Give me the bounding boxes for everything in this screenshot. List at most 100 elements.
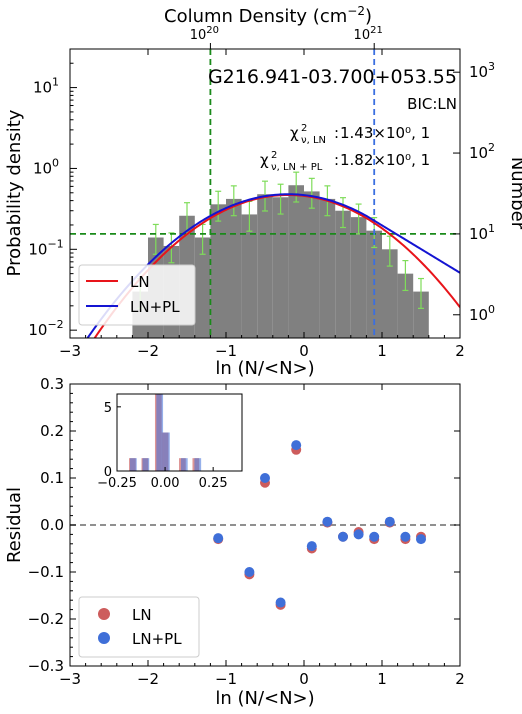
bottom-legend: LN LN+PL [78,596,200,658]
chi-ln-value: 1.43×10⁰, 1 [340,124,430,142]
inset-lnpl-bar [156,394,164,471]
lnpl-residual-point [384,516,395,527]
chi-lnpl-subscript: ν, LN + PL [271,162,323,173]
y-tick-label: 100 [33,156,59,177]
x-tick-label: 0 [299,342,309,360]
x-tick-label: −3 [59,670,81,688]
svg-text:χ: χ [260,151,269,169]
x-tick-label: −2 [137,670,159,688]
chi-ln-annotation: χ 2 ν, LN : 1.43×10⁰, 1 [290,123,430,146]
histogram-bar [241,214,258,338]
bottom-axes: −3 −2 −1 0 1 2 −0.3 −0.2 −0.1 0.0 0.1 0.2 0.3 [28,375,465,688]
x-tick-label: 1 [377,670,387,688]
x-tick-label: −3 [59,342,81,360]
y-right-tick-label: 100 [469,303,495,324]
y-tick-label: 10−1 [28,237,63,258]
inset-x-tick-label: −0.25 [97,476,137,491]
lnpl-residual-point [369,531,380,542]
top-panel: −3 −2 −1 0 1 2 1020 1021 10−2 10−1 100 101 100 101 102… [4,4,522,379]
inset-y-tick-label: 0 [104,465,112,480]
legend-lnpl-label: LN+PL [130,298,180,316]
bic-label: BIC:LN [407,95,457,113]
x-tick-label: 1 [377,342,387,360]
lnpl-residual-point [338,531,348,542]
top-legend: LN LN+PL [78,264,196,326]
top-ylabel: Probability density [4,109,25,276]
histogram-bar [272,197,289,338]
lnpl-residual-point [291,440,302,451]
y-right-tick-label: 101 [469,222,495,243]
x-tick-label: 2 [455,670,465,688]
histogram-bar [413,291,429,338]
svg-text:χ: χ [290,124,299,142]
histogram-bar [226,198,242,338]
column-density-sup: −2 [347,4,365,18]
lnpl-residual-point [416,534,426,545]
lnpl-residual-point [353,529,364,540]
histogram-bar [319,198,336,338]
histogram-bar [382,249,398,338]
svg-text::: : [334,124,339,142]
x-tick-label: −2 [137,342,159,360]
svg-text::: : [334,151,339,169]
lnpl-residual-point [322,516,333,527]
legend-ln-marker [98,608,110,620]
bottom-plot-area [70,440,460,610]
y-tick-label: 0.2 [40,422,64,440]
lnpl-residual-point [275,597,286,608]
lnpl-residual-point [306,541,317,552]
lnpl-residual-point [400,531,411,542]
histogram-bar [335,210,351,338]
top-axis-tick-label: 1021 [354,25,383,43]
column-density-close: ) [365,6,372,27]
top-xlabel: ln (N/<N>) [215,358,314,379]
y-tick-label: 10−2 [28,318,63,339]
lnpl-residual-point [244,567,255,577]
histogram-bar [350,217,367,338]
column-density-label: Column Density (cm [164,6,347,27]
histogram-bar [288,185,304,338]
y-tick-label: 101 [33,76,59,97]
y-tick-label: −0.2 [28,610,64,628]
y-tick-label: −0.1 [28,563,64,581]
histogram-bar [257,194,273,338]
inset-histogram: −0.25 0.00 0.25 0 5 [97,393,243,491]
inset-x-tick-label: 0.00 [151,476,180,491]
svg-text:2: 2 [271,150,277,161]
histogram-bar [194,237,211,338]
top-axis-tick-label: 1020 [190,25,219,43]
lnpl-residual-point [260,473,270,483]
chi-ln-subscript: ν, LN [301,135,326,146]
top-ylabel-right: Number [507,157,522,230]
top-xlabel-secondary: Column Density (cm−2) [164,4,372,27]
inset-lnpl-bar [129,458,137,471]
lnpl-residual-point [213,533,224,544]
inset-lnpl-bar [194,458,202,471]
y-tick-label: 0.0 [40,516,64,534]
inset-lnpl-bar [180,458,188,471]
y-right-tick-label: 102 [469,141,495,162]
histogram-bar [210,204,226,338]
top-axes-frame [69,48,461,339]
x-tick-label: 0 [299,670,309,688]
legend-lnpl-label: LN+PL [132,630,182,648]
chi-lnpl-annotation: χ 2 ν, LN + PL : 1.82×10⁰, 1 [260,150,430,173]
y-tick-label: 0.3 [40,375,64,393]
svg-text:Column Density (cm−2): Column Density (cm−2) [164,4,372,27]
y-tick-label: 0.1 [40,469,64,487]
legend-ln-label: LN [130,273,150,291]
x-tick-label: −1 [215,670,237,688]
svg-text:2: 2 [301,123,307,134]
histogram-bar [304,191,320,338]
top-plot-area [70,49,460,338]
inset-y-tick-label: 5 [104,401,112,416]
x-tick-label: −1 [215,342,237,360]
inset-lnpl-bar [142,458,150,471]
top-title: G216.941-03.700+053.55 [208,66,457,88]
bottom-ylabel: Residual [4,487,25,563]
top-axes: −3 −2 −1 0 1 2 1020 1021 10−2 10−1 100 101 100 101 102… [28,25,495,360]
x-tick-label: 2 [455,342,465,360]
legend-ln-label: LN [132,606,152,624]
y-right-tick-label: 103 [469,60,495,81]
